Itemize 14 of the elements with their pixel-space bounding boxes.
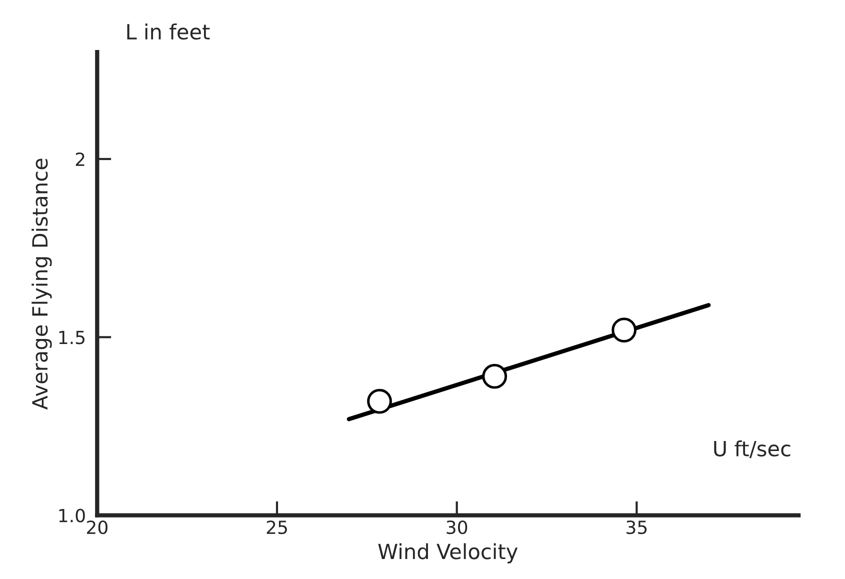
point — [612, 318, 637, 342]
x-tick-label: 30 — [446, 520, 468, 534]
y-tick-label: 1.5 — [59, 330, 84, 344]
annotation: U ft/sec — [714, 440, 790, 458]
x-axis-title: Wind Velocity — [378, 543, 518, 564]
x-tick-label: 25 — [266, 520, 287, 534]
point — [482, 364, 508, 389]
text: L in feet — [127, 24, 210, 40]
y-axis-title: Average Flying Distance — [32, 158, 52, 410]
x-tick-label: 20 — [87, 520, 108, 534]
y-tick-label: 1.0 — [59, 508, 85, 522]
y-tick-label: 2 — [76, 152, 84, 166]
x-tick-label: 35 — [626, 520, 647, 534]
point — [367, 388, 392, 414]
